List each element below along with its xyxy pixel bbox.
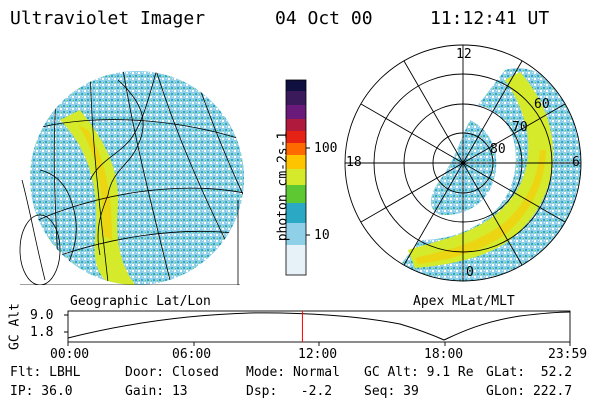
- seq-status: Seq: 39: [364, 384, 419, 399]
- door-status: Door: Closed: [125, 365, 219, 380]
- mode-status: Mode: Normal: [246, 365, 340, 380]
- time-tick-0600: 06:00: [172, 347, 212, 362]
- filter-status: Flt: LBHL: [10, 365, 81, 380]
- time-tick-0000: 00:00: [50, 347, 90, 362]
- ip-status: IP: 36.0: [10, 384, 73, 399]
- lat-label-80: 80: [490, 142, 506, 157]
- coastline-path: [97, 79, 144, 256]
- auroral-oval-band: [60, 110, 140, 285]
- time-tick-2359: 23:59: [548, 347, 588, 362]
- date-label: 04 Oct 00: [275, 8, 373, 29]
- geographic-caption: Geographic Lat/Lon: [70, 294, 211, 309]
- strip-ytick-9: 9.0: [30, 308, 54, 323]
- altitude-strip: [64, 310, 571, 346]
- colorbar-frame: [285, 79, 307, 276]
- geographic-image: [19, 71, 244, 285]
- polar-plot: [344, 44, 582, 282]
- time-tick-1200: 12:00: [298, 347, 338, 362]
- strip-axis-label: GC Alt: [7, 303, 23, 350]
- glon-status: GLon: 222.7: [486, 384, 573, 399]
- mlt-label-0: 0: [466, 265, 474, 280]
- dsp-status: Dsp: -2.2: [246, 384, 333, 399]
- colorbar-tick-100: 100: [314, 141, 338, 156]
- colorbar-unit-label: photon cm-2s-1: [275, 131, 291, 242]
- app-title: Ultraviolet Imager: [10, 8, 206, 29]
- time-label: 11:12:41 UT: [430, 8, 550, 29]
- glat-status: GLat: 52.2: [486, 365, 573, 380]
- mlt-label-18: 18: [346, 155, 362, 170]
- mlt-spokes: [345, 45, 581, 281]
- image-background: [30, 71, 244, 285]
- strip-ytick-1-8: 1.8: [30, 325, 54, 340]
- gain-status: Gain: 13: [125, 384, 188, 399]
- gc-alt-status: GC Alt: 9.1 Re: [364, 365, 474, 380]
- orbit-altitude-curve: [67, 311, 571, 341]
- colorbar-tick-10: 10: [314, 228, 330, 243]
- colorbar: [285, 79, 310, 276]
- strip-frame: [67, 310, 571, 343]
- time-tick-1800: 18:00: [424, 347, 464, 362]
- lat-label-60: 60: [534, 97, 550, 112]
- mlt-label-6: 6: [572, 155, 580, 170]
- mlt-label-12: 12: [456, 47, 472, 62]
- lat-label-70: 70: [512, 120, 528, 135]
- apex-caption: Apex MLat/MLT: [413, 294, 515, 309]
